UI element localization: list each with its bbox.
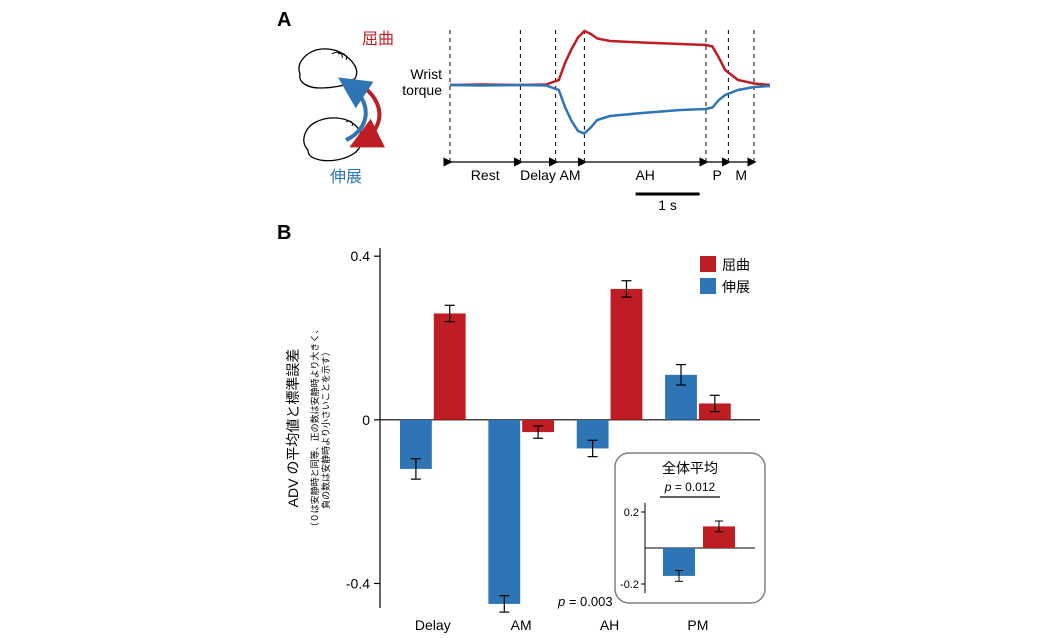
bar-ext-AM — [488, 420, 520, 604]
phase-label: Rest — [471, 167, 500, 183]
legend-swatch-extension — [700, 278, 716, 294]
phase-label: P — [713, 167, 722, 183]
category-label: AH — [600, 617, 619, 633]
category-label: PM — [687, 617, 708, 633]
hand-upper — [299, 49, 357, 88]
phase-label: AM — [560, 167, 581, 183]
category-label: Delay — [415, 617, 451, 633]
hand-lower — [304, 118, 362, 161]
inset-y-tick-label: 0.2 — [624, 507, 639, 519]
extension-label: 伸展 — [330, 168, 362, 186]
inset-p-value: p = 0.012 — [664, 480, 716, 494]
torque-trace-extension — [450, 85, 770, 134]
legend: 屈曲伸展 — [700, 256, 750, 295]
inset-title: 全体平均 — [662, 460, 718, 476]
p-value-annotation: p = 0.003 — [557, 594, 613, 609]
y-axis-subtitle: （０は安静時と同等、正の数は安静時より大きく、負の数は安静時より小さいことを示す… — [309, 325, 331, 532]
legend-swatch-flexion — [700, 256, 716, 272]
inset-y-tick-label: -0.2 — [620, 579, 639, 591]
bar-flx-AH — [611, 289, 643, 420]
legend-label-extension: 伸展 — [722, 279, 750, 295]
panel-a: 屈曲伸展WristtorqueRestDelayAMAHPM1 s — [280, 10, 780, 210]
legend-label-flexion: 屈曲 — [722, 257, 750, 273]
phase-label: Delay — [520, 167, 556, 183]
scale-bar-label: 1 s — [658, 197, 677, 210]
y-axis-title: ADV の平均値と標準誤差 — [285, 349, 301, 508]
torque-trace-flexion — [450, 31, 770, 85]
category-label: AM — [511, 617, 532, 633]
panel-b: -0.4 0 0.4 ADV の平均値と標準誤差 （０は安静時と同等、正の数は安静時より… — [260, 228, 780, 638]
phase-label: M — [735, 167, 747, 183]
hand-diagram: 屈曲伸展 — [299, 30, 394, 186]
wrist-torque-label: Wristtorque — [402, 66, 442, 98]
y-tick-label: -0.4 — [346, 575, 370, 591]
phase-label: AH — [635, 167, 654, 183]
flexion-label: 屈曲 — [362, 30, 394, 48]
y-tick-label: 0.4 — [351, 248, 371, 264]
y-tick-label: 0 — [362, 412, 370, 428]
bar-flx-Delay — [434, 313, 466, 419]
inset: 全体平均 p = 0.012 -0.2 0.2 — [615, 453, 765, 603]
figure-root: A B 屈曲伸展WristtorqueRestDelayAMAHPM1 s -0… — [0, 0, 1038, 638]
